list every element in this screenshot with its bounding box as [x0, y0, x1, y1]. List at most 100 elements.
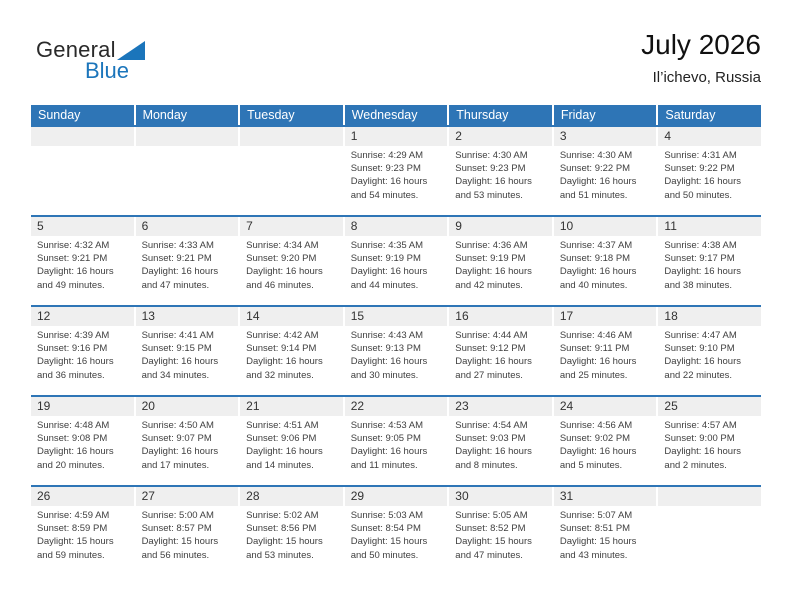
- daylight-line-1: Daylight: 16 hours: [559, 266, 637, 278]
- sunset-line: Sunset: 9:06 PM: [246, 433, 317, 445]
- daylight-line-1: Daylight: 16 hours: [455, 266, 532, 278]
- sunrise-line: Sunrise: 4:33 AM: [141, 240, 214, 251]
- day-cell-empty: [240, 127, 343, 215]
- daylight-line-1: Daylight: 16 hours: [141, 356, 219, 368]
- day-details: Sunrise: 4:36 AM Sunset: 9:19 PM Daylight:…: [449, 236, 552, 292]
- day-number-strip: 10: [553, 217, 657, 236]
- daylight-line-1: Daylight: 15 hours: [559, 536, 637, 548]
- day-cell-9: 9 Sunrise: 4:36 AM Sunset: 9:19 PM Daylight…: [449, 217, 552, 305]
- daylight-line-1: Daylight: 16 hours: [664, 266, 741, 278]
- day-cell-25: 25 Sunrise: 4:57 AM Sunset: 9:00 PM Dayligh…: [658, 397, 761, 485]
- sunrise-line: Sunrise: 4:31 AM: [664, 150, 737, 161]
- daylight-line-2: and 53 minutes.: [455, 189, 523, 201]
- sunrise-line: Sunrise: 5:07 AM: [559, 510, 633, 521]
- logo-text-general: General: [36, 37, 116, 62]
- sunset-line: Sunset: 9:23 PM: [350, 163, 421, 175]
- daylight-line-2: and 25 minutes.: [559, 369, 628, 381]
- daylight-line-2: and 51 minutes.: [559, 189, 628, 201]
- daylight-line-1: Daylight: 16 hours: [37, 266, 114, 278]
- day-details: Sunrise: 4:54 AM Sunset: 9:03 PM Daylight:…: [449, 416, 552, 472]
- day-number-strip: [135, 127, 239, 146]
- day-details: Sunrise: 5:03 AM Sunset: 8:54 PM Daylight:…: [345, 506, 448, 562]
- sunrise-line: Sunrise: 4:43 AM: [350, 330, 424, 341]
- sunrise-line: Sunrise: 4:44 AM: [455, 330, 528, 341]
- sunrise-line: Sunrise: 4:39 AM: [37, 330, 110, 341]
- daylight-line-1: Daylight: 15 hours: [246, 536, 323, 548]
- daylight-line-1: Daylight: 16 hours: [350, 446, 428, 458]
- daylight-line-2: and 34 minutes.: [141, 369, 210, 381]
- logo-text-blue: Blue: [85, 58, 130, 83]
- sunset-line: Sunset: 9:02 PM: [559, 433, 631, 445]
- day-number-strip: 29: [344, 487, 448, 506]
- day-cell-12: 12 Sunrise: 4:39 AM Sunset: 9:16 PM Dayligh…: [31, 307, 134, 395]
- sunset-line: Sunset: 8:57 PM: [141, 523, 212, 535]
- sunrise-line: Sunrise: 4:59 AM: [37, 510, 110, 521]
- sunrise-line: Sunrise: 4:47 AM: [664, 330, 737, 341]
- location-subtitle: Il’ichevo, Russia: [652, 69, 761, 86]
- sunset-line: Sunset: 9:19 PM: [455, 253, 526, 265]
- day-header-wednesday: Wednesday: [344, 105, 448, 125]
- daylight-line-2: and 56 minutes.: [141, 549, 210, 561]
- day-number-strip: 5: [31, 217, 134, 236]
- week-row-3: 12 Sunrise: 4:39 AM Sunset: 9:16 PM Dayligh…: [31, 305, 761, 395]
- daylight-line-2: and 5 minutes.: [559, 459, 623, 471]
- day-header-thursday: Thursday: [449, 105, 552, 125]
- daylight-line-2: and 2 minutes.: [664, 459, 727, 471]
- day-number-strip: 8: [344, 217, 448, 236]
- sunset-line: Sunset: 9:20 PM: [246, 253, 317, 265]
- sunrise-line: Sunrise: 4:32 AM: [37, 240, 110, 251]
- day-header-sunday: Sunday: [31, 105, 134, 125]
- day-number-strip: 14: [240, 307, 343, 326]
- sunset-line: Sunset: 9:18 PM: [559, 253, 631, 265]
- daylight-line-2: and 14 minutes.: [246, 459, 314, 471]
- day-details: Sunrise: 4:33 AM Sunset: 9:21 PM Daylight:…: [136, 236, 239, 292]
- day-cell-5: 5 Sunrise: 4:32 AM Sunset: 9:21 PM Daylight…: [31, 217, 134, 305]
- daylight-line-1: Daylight: 16 hours: [350, 176, 428, 188]
- day-number-strip: 15: [344, 307, 448, 326]
- day-cell-30: 30 Sunrise: 5:05 AM Sunset: 8:52 PM Dayligh…: [449, 487, 552, 575]
- sunrise-line: Sunrise: 4:53 AM: [350, 420, 424, 431]
- day-cell-17: 17 Sunrise: 4:46 AM Sunset: 9:11 PM Dayligh…: [553, 307, 657, 395]
- daylight-line-1: Daylight: 15 hours: [455, 536, 532, 548]
- daylight-line-1: Daylight: 16 hours: [350, 356, 428, 368]
- day-number-strip: 13: [135, 307, 239, 326]
- logo-triangle-icon: [116, 41, 145, 60]
- sunset-line: Sunset: 9:07 PM: [141, 433, 212, 445]
- day-number-strip: 9: [449, 217, 552, 236]
- sunset-line: Sunset: 9:23 PM: [455, 163, 526, 175]
- daylight-line-2: and 36 minutes.: [37, 369, 105, 381]
- day-number-strip: [31, 127, 134, 146]
- day-details: Sunrise: 4:39 AM Sunset: 9:16 PM Daylight:…: [31, 326, 134, 382]
- title-block: July 2026 Il’ichevo, Russia: [641, 29, 761, 86]
- sunrise-line: Sunrise: 4:37 AM: [559, 240, 633, 251]
- day-details: Sunrise: 5:02 AM Sunset: 8:56 PM Daylight:…: [240, 506, 343, 562]
- day-header-tuesday: Tuesday: [240, 105, 343, 125]
- daylight-line-1: Daylight: 16 hours: [664, 176, 741, 188]
- sunset-line: Sunset: 9:21 PM: [141, 253, 212, 265]
- sunset-line: Sunset: 9:22 PM: [559, 163, 631, 175]
- calendar-weeks: 1 Sunrise: 4:29 AM Sunset: 9:23 PM Daylight…: [31, 125, 761, 575]
- day-cell-2: 2 Sunrise: 4:30 AM Sunset: 9:23 PM Daylight…: [449, 127, 552, 215]
- day-number-strip: 12: [31, 307, 134, 326]
- sunset-line: Sunset: 8:51 PM: [559, 523, 631, 535]
- daylight-line-2: and 54 minutes.: [350, 189, 419, 201]
- daylight-line-2: and 11 minutes.: [350, 459, 418, 471]
- daylight-line-1: Daylight: 15 hours: [141, 536, 219, 548]
- sunset-line: Sunset: 8:56 PM: [246, 523, 317, 535]
- day-details: Sunrise: 4:34 AM Sunset: 9:20 PM Daylight:…: [240, 236, 343, 292]
- daylight-line-2: and 43 minutes.: [559, 549, 628, 561]
- sunrise-line: Sunrise: 4:48 AM: [37, 420, 110, 431]
- daylight-line-1: Daylight: 16 hours: [246, 446, 323, 458]
- day-number-strip: 1: [344, 127, 448, 146]
- sunrise-line: Sunrise: 4:46 AM: [559, 330, 633, 341]
- day-number-strip: [240, 127, 343, 146]
- day-details: Sunrise: 4:47 AM Sunset: 9:10 PM Daylight:…: [658, 326, 761, 382]
- day-number-strip: 6: [135, 217, 239, 236]
- page-title: July 2026: [641, 29, 761, 60]
- daylight-line-2: and 40 minutes.: [559, 279, 628, 291]
- sunrise-line: Sunrise: 4:34 AM: [246, 240, 319, 251]
- sunset-line: Sunset: 9:16 PM: [37, 343, 108, 355]
- daylight-line-2: and 50 minutes.: [664, 189, 733, 201]
- week-row-2: 5 Sunrise: 4:32 AM Sunset: 9:21 PM Daylight…: [31, 215, 761, 305]
